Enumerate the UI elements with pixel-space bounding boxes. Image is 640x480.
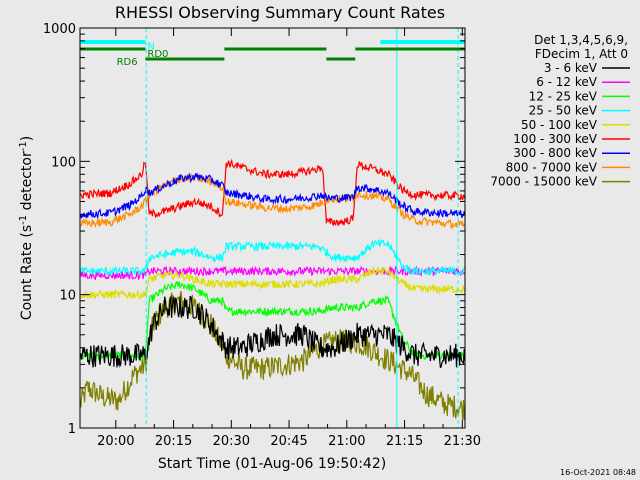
- y-axis-label-part3: ): [19, 136, 35, 141]
- series-line-7: [79, 172, 466, 230]
- legend-label-0: 3 - 6 keV: [544, 61, 598, 75]
- legend-label-7: 800 - 7000 keV: [506, 160, 598, 174]
- x-tick-label: 21:15: [386, 434, 423, 449]
- y-axis-label: Count Rate (s-1 detector-1): [18, 136, 35, 320]
- x-tick-label: 21:00: [328, 434, 365, 449]
- series-line-8: [79, 291, 466, 420]
- x-tick-label: 20:00: [97, 434, 134, 449]
- x-axis-label: Start Time (01-Aug-06 19:50:42): [158, 456, 386, 472]
- legend-label-3: 25 - 50 keV: [529, 104, 598, 118]
- legend-header-line2: FDecim 1, Att 0: [535, 47, 628, 61]
- x-tick-label: 20:45: [270, 434, 307, 449]
- plot-frame: [79, 27, 466, 429]
- series-line-5: [79, 158, 466, 227]
- y-tick-label: 1000: [43, 22, 76, 37]
- legend-label-1: 6 - 12 keV: [536, 75, 598, 89]
- series-line-6: [79, 172, 466, 220]
- x-tick-label: 21:30: [444, 434, 481, 449]
- legend-label-5: 100 - 300 keV: [513, 132, 597, 146]
- y-tick-label: 1: [68, 422, 76, 437]
- legend-label-2: 12 - 25 keV: [529, 89, 598, 103]
- y-tick-label: 100: [51, 155, 76, 170]
- legend-label-8: 7000 - 15000 keV: [490, 175, 597, 189]
- x-axis-ticks: 20:00 20:15 20:30 20:45 21:00 21:15 21:30: [97, 28, 481, 449]
- series-line-0: [79, 295, 466, 369]
- annotation-2: RD6: [117, 57, 138, 68]
- x-tick-label: 20:15: [155, 434, 192, 449]
- annotation-0: N: [147, 41, 154, 52]
- timestamp: 16-Oct-2021 08:48: [560, 468, 636, 477]
- legend-label-6: 300 - 800 keV: [513, 146, 597, 160]
- chart-title: RHESSI Observing Summary Count Rates: [115, 3, 445, 22]
- plot-data-layer: [79, 28, 466, 428]
- series-line-4: [79, 267, 466, 300]
- legend-label-4: 50 - 100 keV: [521, 118, 598, 132]
- y-axis-ticks: 1 10 100 1000: [43, 22, 465, 437]
- y-axis-label-sup2: -1: [18, 141, 29, 151]
- annotation-1: RD0: [147, 49, 168, 60]
- y-tick-label: 10: [59, 289, 76, 304]
- y-axis-label-sup1: -1: [18, 215, 29, 225]
- x-tick-label: 20:30: [213, 434, 250, 449]
- y-axis-label-part2: detector: [19, 151, 35, 215]
- series-line-3: [79, 238, 466, 277]
- legend: Det 1,3,4,5,6,9, FDecim 1, Att 0 3 - 6 k…: [490, 33, 630, 189]
- y-axis-label-part1: Count Rate (s: [19, 225, 35, 320]
- legend-header-line1: Det 1,3,4,5,6,9,: [534, 33, 628, 47]
